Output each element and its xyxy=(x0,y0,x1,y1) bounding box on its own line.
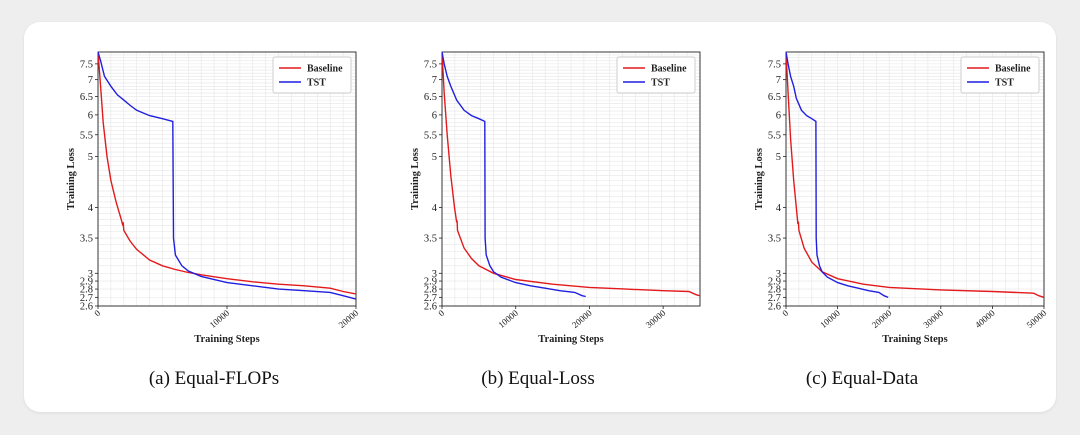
y-tick-label: 2.6 xyxy=(424,302,437,313)
series-line-baseline xyxy=(98,52,356,295)
x-tick-label: 50000 xyxy=(1025,308,1049,330)
caption-equal-loss: (b) Equal-Loss xyxy=(481,368,595,389)
series-line-tst xyxy=(786,52,889,299)
y-tick-label: 5.5 xyxy=(80,130,93,141)
legend-label-tst: TST xyxy=(307,78,326,89)
y-tick-label: 6 xyxy=(432,110,437,121)
y-tick-label: 7 xyxy=(432,75,437,86)
legend: Baseline TST xyxy=(272,56,352,94)
y-tick-label: 6.5 xyxy=(80,92,93,103)
y-tick-label: 3.5 xyxy=(768,234,781,245)
y-tick-label: 5 xyxy=(88,152,93,163)
y-tick-label: 7 xyxy=(88,75,93,86)
x-axis-label: Training Steps xyxy=(194,334,259,345)
x-tick-label: 40000 xyxy=(973,308,997,330)
x-tick-label: 20000 xyxy=(870,308,894,330)
legend-box xyxy=(960,56,1040,94)
series-line-tst xyxy=(98,52,356,300)
x-tick-label: 30000 xyxy=(921,308,945,330)
legend-label-tst: TST xyxy=(651,78,670,89)
x-tick-label: 30000 xyxy=(644,308,668,330)
y-tick-label: 4 xyxy=(776,203,782,214)
chart-panel-equal-loss: 2.6 2.7 2.8 2.9 3 3.5 4 5 5.5 6 6.5 7 7.5 0 10000 20000… xyxy=(368,22,712,362)
y-tick-label: 2.7 xyxy=(424,293,437,304)
y-tick-label: 5 xyxy=(776,152,781,163)
y-tick-label: 2.9 xyxy=(424,277,437,288)
y-tick-label: 3 xyxy=(432,269,437,280)
y-axis-label: Training Loss xyxy=(66,148,77,210)
series-line-tst xyxy=(442,52,586,298)
y-tick-label: 5 xyxy=(432,152,437,163)
legend-label-baseline: Baseline xyxy=(995,64,1031,75)
legend: Baseline TST xyxy=(616,56,696,94)
x-tick-label: 10000 xyxy=(818,308,842,330)
y-tick-label: 7.5 xyxy=(424,59,437,70)
series-line-baseline xyxy=(442,52,700,297)
chart-panel-equal-flops: 2.6 2.7 2.8 2.9 3 3.5 4 5 5.5 6 6.5 7 7.5 0 10000 20000… xyxy=(24,22,368,362)
chart-equal-flops: 2.62.72.82.93 3.5 4 5 5.5 6 6.5 7 7.5 0 10000 20000… xyxy=(66,51,361,345)
y-tick-label: 3.5 xyxy=(424,234,437,245)
chart-equal-loss: 2.62.72.82.93 3.5 4 5 5.5 6 6.5 7 7.5 0 10000 20000… xyxy=(410,51,701,345)
y-tick-label: 4 xyxy=(432,203,438,214)
x-tick-label: 20000 xyxy=(337,308,361,330)
x-tick-label: 10000 xyxy=(208,308,232,330)
legend-label-baseline: Baseline xyxy=(651,64,687,75)
y-tick-label: 5.5 xyxy=(424,130,437,141)
legend-label-baseline: Baseline xyxy=(307,64,343,75)
y-tick-label: 5.5 xyxy=(768,130,781,141)
y-tick-label: 3 xyxy=(88,269,93,280)
y-tick-label: 7.5 xyxy=(80,59,93,70)
y-tick-label: 6.5 xyxy=(424,92,437,103)
caption-equal-data: (c) Equal-Data xyxy=(805,368,919,389)
legend: Baseline TST xyxy=(960,56,1040,94)
y-tick-label: 7.5 xyxy=(768,59,781,70)
y-tick-label: 2.8 xyxy=(80,285,93,296)
y-tick-label: 2.8 xyxy=(424,285,437,296)
y-tick-label: 2.7 xyxy=(768,293,781,304)
figure-card: 2.6 2.7 2.8 2.9 3 3.5 4 5 5.5 6 6.5 7 7.5 0 10000 20000… xyxy=(24,22,1056,412)
legend-box xyxy=(616,56,696,94)
series-line-baseline xyxy=(786,52,1044,299)
y-tick-label: 4 xyxy=(88,203,94,214)
y-tick-label: 2.9 xyxy=(768,277,781,288)
caption-equal-flops: (a) Equal-FLOPs xyxy=(148,368,280,389)
y-tick-label: 6.5 xyxy=(768,92,781,103)
x-axis-label: Training Steps xyxy=(882,334,947,345)
chart-panel-equal-data: 2.6 2.7 2.8 2.9 3 3.5 4 5 5.5 6 6.5 7 7.5 0 10000 20000… xyxy=(712,22,1056,362)
x-tick-label: 0 xyxy=(92,308,102,319)
y-tick-label: 6 xyxy=(88,110,93,121)
legend-box xyxy=(272,56,352,94)
y-tick-label: 2.6 xyxy=(768,302,781,313)
y-tick-label: 7 xyxy=(776,75,781,86)
y-tick-label: 2.9 xyxy=(80,277,93,288)
x-tick-label: 0 xyxy=(436,308,446,319)
y-tick-label: 2.8 xyxy=(768,285,781,296)
y-tick-label: 6 xyxy=(776,110,781,121)
y-axis-label: Training Loss xyxy=(754,148,765,210)
x-tick-label: 10000 xyxy=(496,308,520,330)
chart-equal-data: 2.62.72.82.93 3.5 4 5 5.5 6 6.5 7 7.5 0 10000 20000… xyxy=(754,51,1049,345)
x-tick-label: 20000 xyxy=(570,308,594,330)
x-axis-label: Training Steps xyxy=(538,334,603,345)
plot-frame xyxy=(785,51,1045,307)
plot-frame xyxy=(441,51,701,307)
y-tick-label: 3 xyxy=(776,269,781,280)
y-tick-label: 2.7 xyxy=(80,293,93,304)
grid xyxy=(97,52,357,307)
x-tick-label: 0 xyxy=(780,308,790,319)
legend-label-tst: TST xyxy=(995,78,1014,89)
y-tick-label: 2.6 xyxy=(80,302,93,313)
y-tick-label: 3.5 xyxy=(80,234,93,245)
y-axis-label: Training Loss xyxy=(410,148,421,210)
